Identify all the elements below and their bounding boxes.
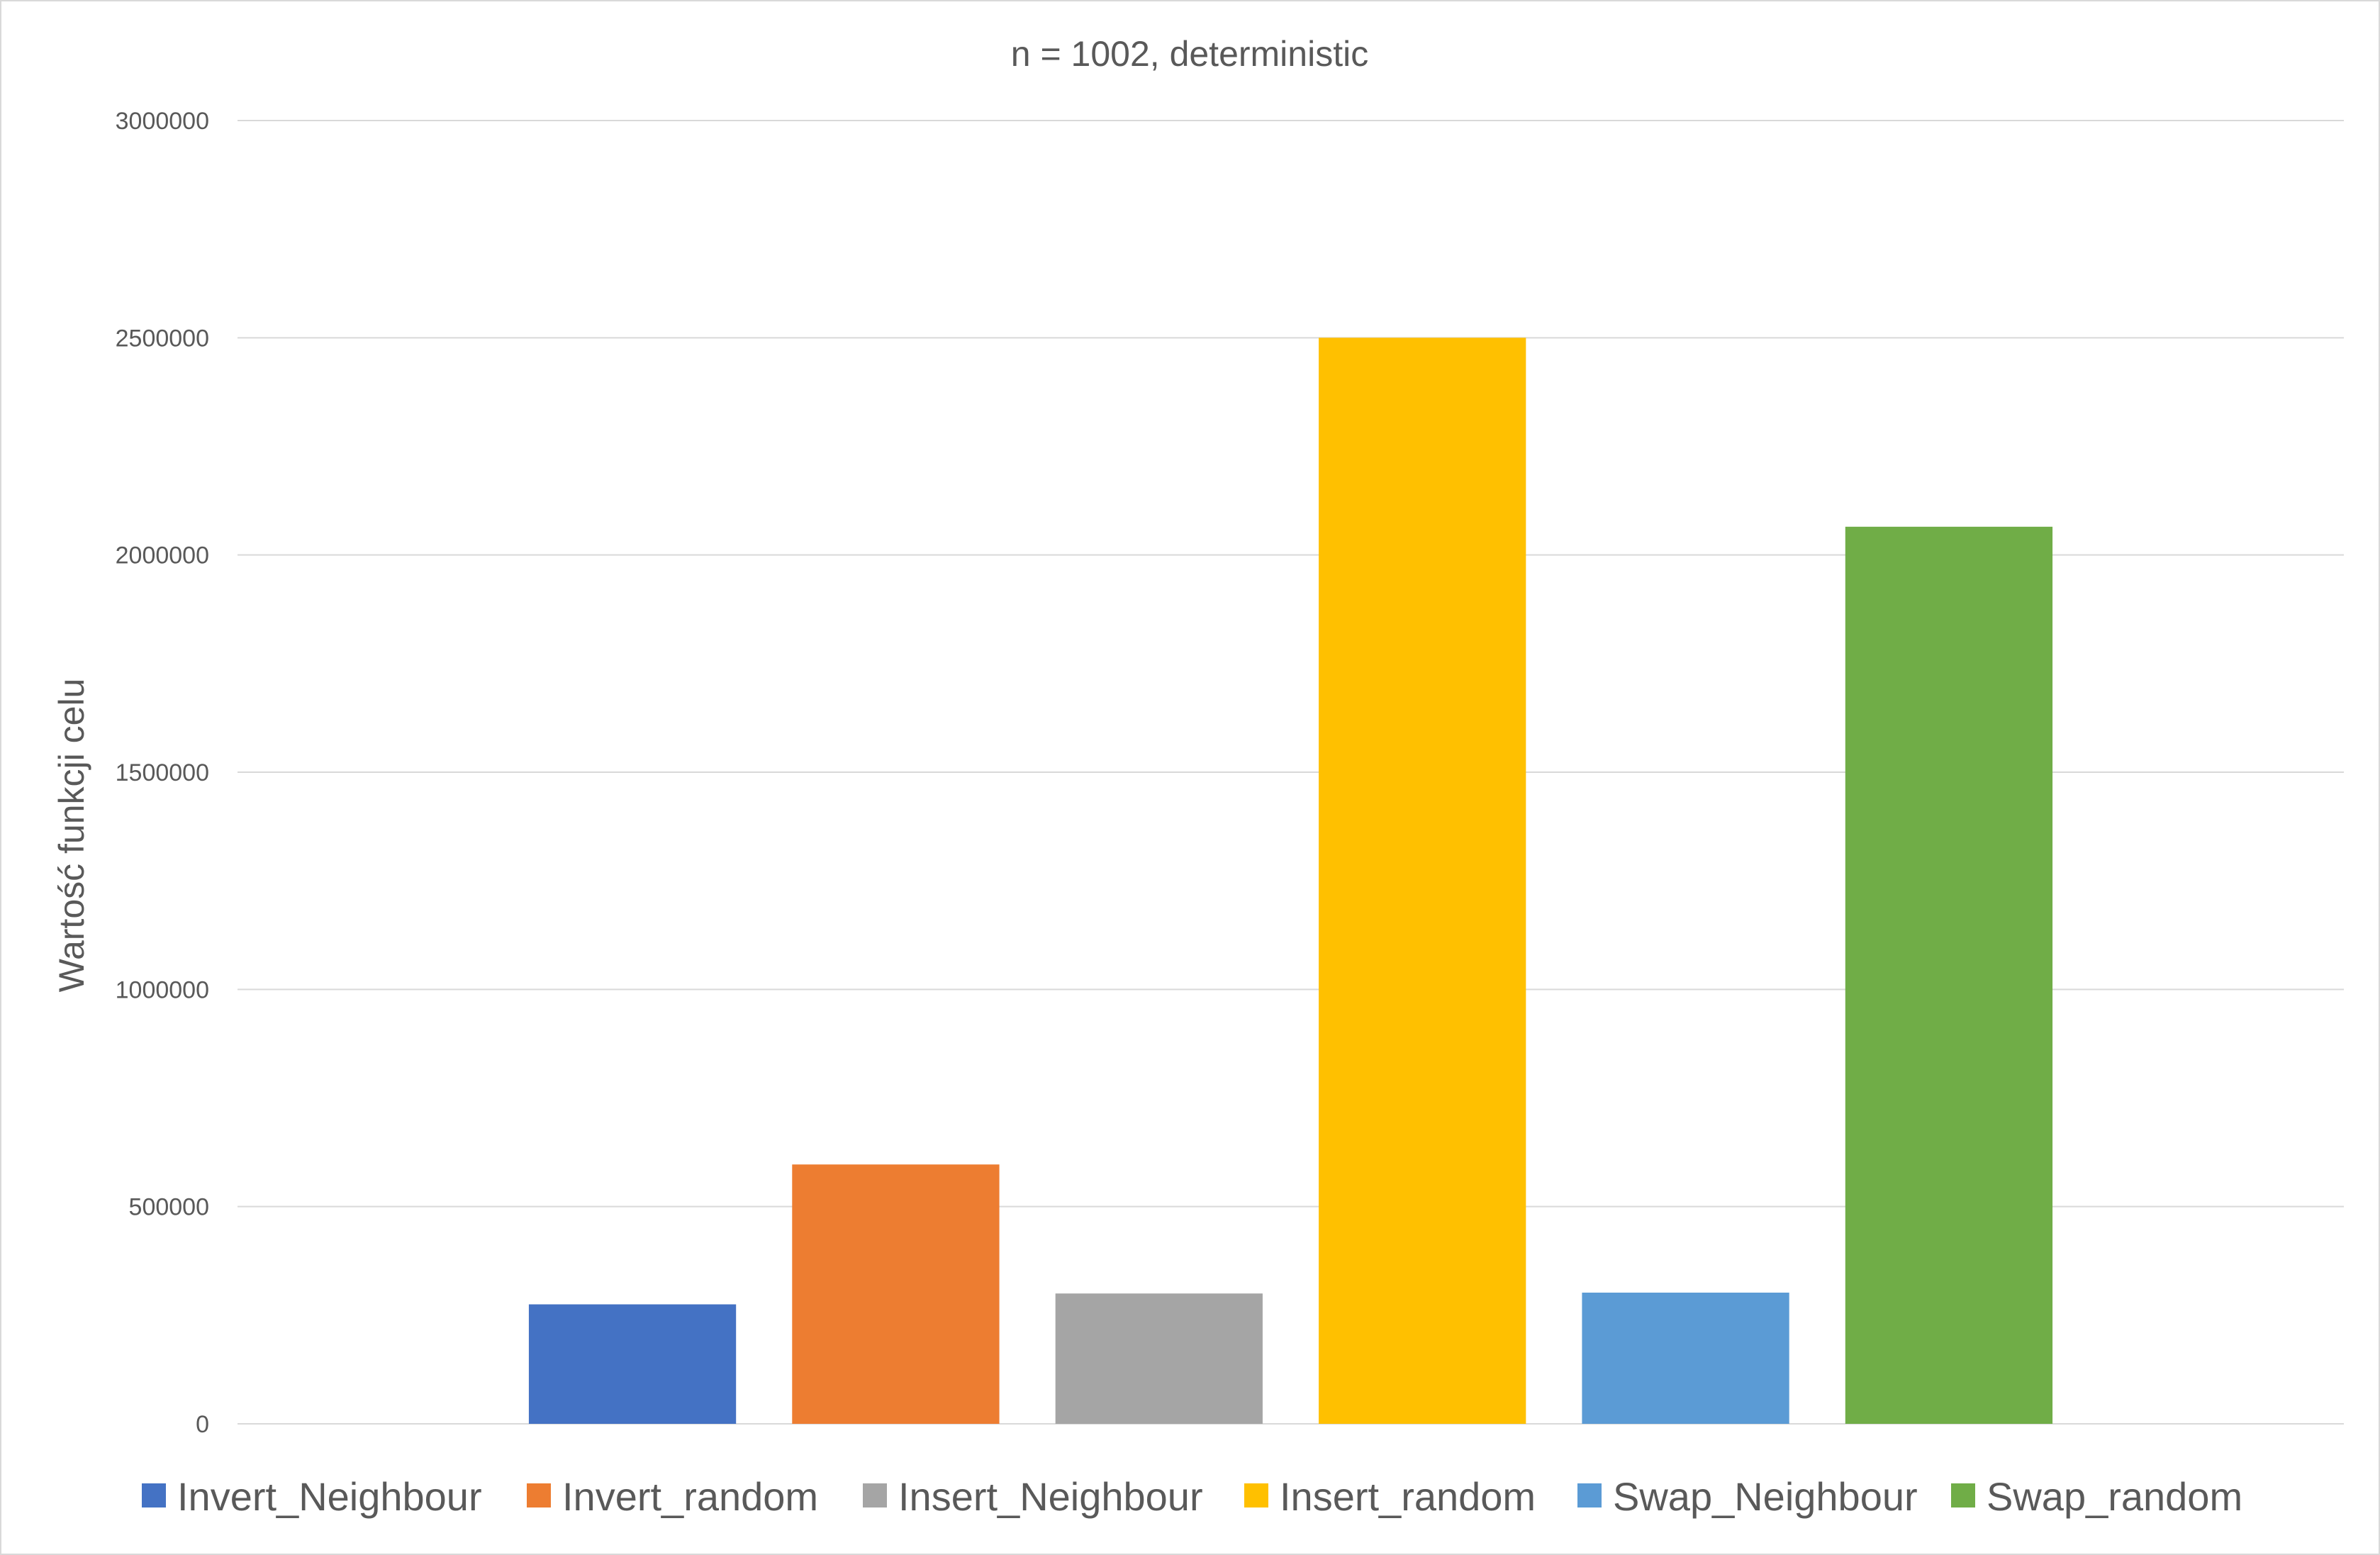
legend-swatch xyxy=(863,1483,887,1507)
legend-label: Invert_Neighbour xyxy=(177,1474,482,1519)
legend-label: Swap_Neighbour xyxy=(1613,1474,1918,1519)
y-tick-label: 2500000 xyxy=(116,325,209,352)
bar-invert-neighbour xyxy=(528,1304,737,1424)
legend-swatch xyxy=(1577,1483,1602,1507)
legend-swatch xyxy=(527,1483,551,1507)
bar-swap-random xyxy=(1845,526,2053,1425)
y-tick-label: 1500000 xyxy=(116,759,209,786)
y-tick-label: 1000000 xyxy=(116,976,209,1003)
y-tick-label: 0 xyxy=(196,1411,209,1438)
bar-insert-random xyxy=(1319,338,1526,1424)
legend-label: Insert_Neighbour xyxy=(898,1474,1203,1519)
bar-swap-neighbour xyxy=(1582,1292,1789,1424)
y-tick-label: 500000 xyxy=(129,1194,209,1221)
y-axis-ticks: 0 500000 1000000 1500000 2000000 2500000 30000… xyxy=(116,108,209,1438)
legend-label: Insert_random xyxy=(1280,1474,1536,1519)
legend-label: Swap_random xyxy=(1987,1474,2242,1519)
y-axis-label: Wartość funkcji celu xyxy=(52,679,91,993)
legend-swatch xyxy=(142,1483,166,1507)
legend-swatch xyxy=(1244,1483,1268,1507)
legend-label: Invert_random xyxy=(562,1474,818,1519)
y-tick-label: 2000000 xyxy=(116,542,209,569)
bars xyxy=(528,338,2053,1425)
bar-insert-neighbour xyxy=(1055,1293,1263,1424)
bar-invert-random xyxy=(792,1164,1000,1424)
legend-swatch xyxy=(1951,1483,1975,1507)
chart-title: n = 1002, deterministic xyxy=(1011,34,1368,74)
legend: Invert_Neighbour Invert_random Insert_Neig… xyxy=(142,1474,2242,1519)
y-tick-label: 3000000 xyxy=(116,108,209,135)
